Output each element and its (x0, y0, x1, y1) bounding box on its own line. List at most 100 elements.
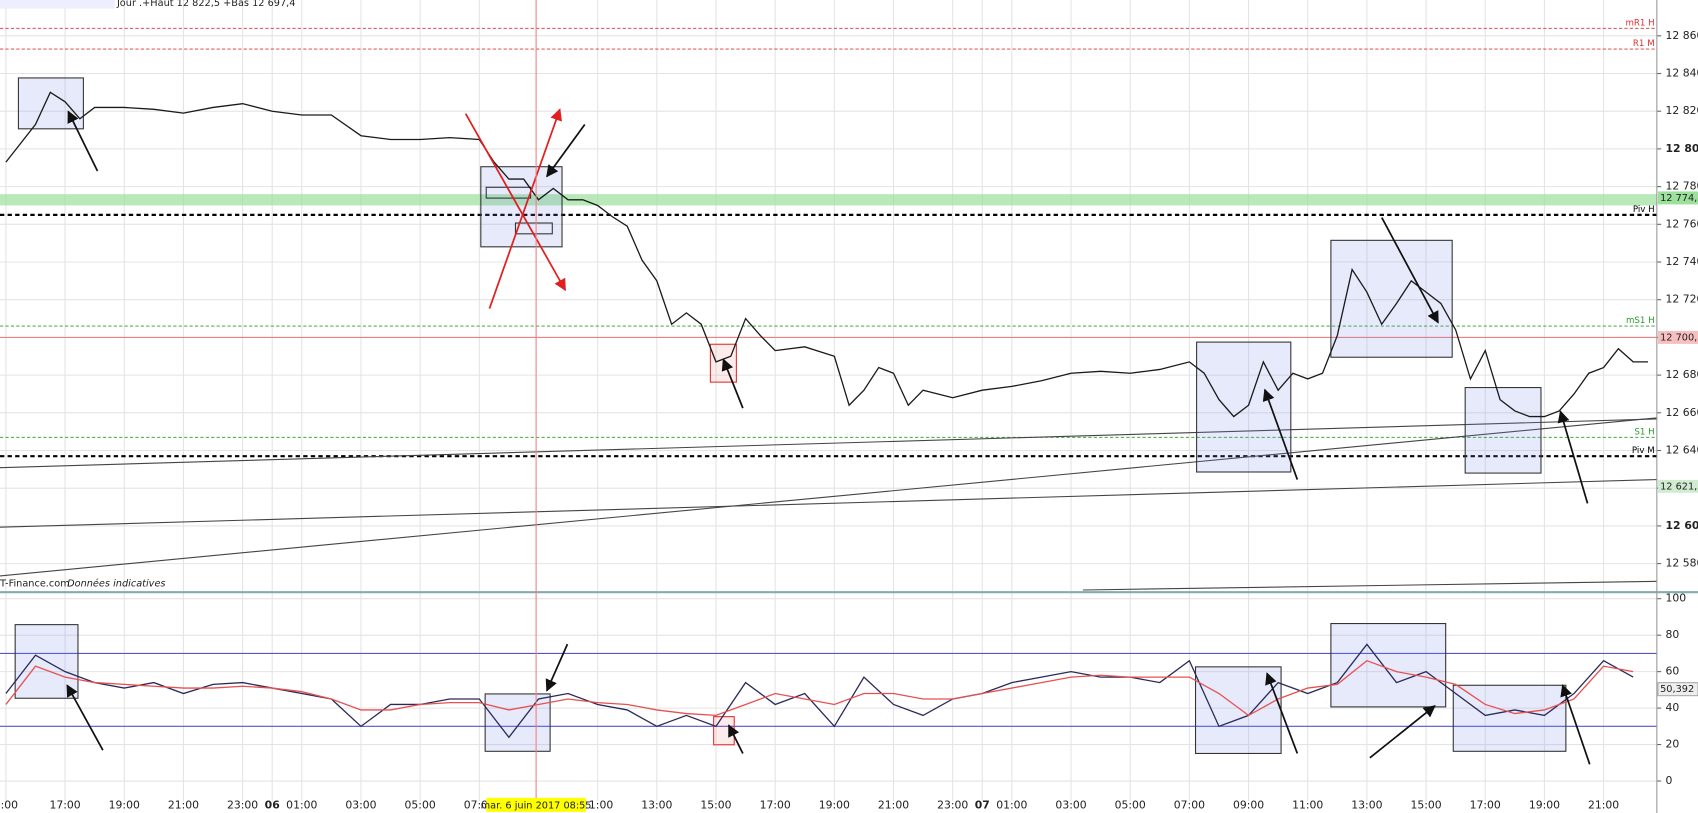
arrow (1262, 388, 1299, 480)
y-tick-label: 12 840 (1666, 67, 1698, 80)
y-tick-label: 100 (1666, 592, 1687, 605)
arrow (721, 358, 744, 409)
x-tick-label: 09:00 (1233, 798, 1264, 811)
price-badge (1657, 191, 1698, 205)
y-tick-label: 12 760 (1666, 217, 1698, 230)
x-tick-label: 19:00 (109, 798, 140, 811)
crosshair-label: mar. 6 juin 2017 08:55 (481, 800, 592, 811)
price-badge (1657, 479, 1698, 493)
level-label: S1 H (1634, 427, 1654, 437)
level-label: mR1 H (1625, 18, 1654, 28)
red-arrow (488, 108, 562, 309)
y-tick-label: 12 580 (1666, 557, 1698, 570)
x-tick-label: 17:00 (50, 798, 81, 811)
arrow (546, 123, 586, 178)
x-tick-label: 05:00 (405, 798, 436, 811)
zones (0, 27, 1657, 727)
x-tick-label: 13:00 (1351, 798, 1382, 811)
watermark: T-Finance.com (0, 578, 70, 589)
y-tick-label: 12 680 (1666, 368, 1698, 381)
box (484, 693, 551, 752)
box (1194, 666, 1282, 755)
y-tick-label: 12 800 (1666, 142, 1698, 155)
arrow (545, 643, 569, 692)
x-tick-label: 17:00 (760, 798, 791, 811)
price-badge-label: 12 700, (1660, 332, 1697, 343)
x-tick-label: 01:00 (286, 798, 317, 811)
x-tick-label: 03:00 (1055, 798, 1086, 811)
x-tick-label: 11:00 (1292, 798, 1323, 811)
x-tick-label: 07 (975, 798, 990, 811)
x-tick-label: 11:00 (582, 798, 613, 811)
y-tick-label: 12 640 (1666, 444, 1698, 457)
box (1330, 623, 1447, 708)
red-arrow (464, 113, 567, 292)
price-badge-label: 12 621, (1660, 481, 1697, 492)
x-tick-label: 17:00 (1470, 798, 1501, 811)
arrow (1557, 410, 1589, 504)
level-label: Piv H (1633, 205, 1655, 215)
y-tick-label: 20 (1666, 738, 1680, 751)
watermark-note: Données indicatives (67, 577, 165, 589)
rsi-badge-label: 50,392 (1660, 684, 1694, 695)
arrow (1381, 217, 1439, 324)
x-tick-label: 19:00 (819, 798, 850, 811)
x-tick-label: 13:00 (641, 798, 672, 811)
y-tick-label: 0 (1666, 774, 1673, 787)
x-tick-label: 03:00 (345, 798, 376, 811)
y-tick-label: 80 (1666, 628, 1680, 641)
box (1196, 341, 1292, 473)
arrow (728, 724, 744, 754)
x-tick-label: 15:00 (1410, 798, 1441, 811)
series (5, 91, 1648, 739)
level-label: mS1 H (1626, 316, 1655, 326)
box (1330, 239, 1453, 358)
box (709, 343, 737, 383)
arrow (1369, 705, 1436, 759)
header: Jour .+Haut 12 822,5 +Bas 12 697,4 (116, 0, 295, 9)
grid (0, 0, 1662, 802)
arrow (67, 110, 99, 172)
arrows (66, 108, 1591, 765)
y-tick-label: 12 600 (1666, 519, 1698, 532)
zone (0, 194, 1657, 206)
y-tick-label: 60 (1666, 665, 1680, 678)
toolbar[interactable] (0, 0, 115, 9)
arrow (66, 684, 104, 751)
rsi-badge (1657, 682, 1698, 697)
x-tick-label: 01:00 (996, 798, 1027, 811)
x-tick-label: 21:00 (168, 798, 199, 811)
arrow (1560, 684, 1591, 765)
y-tick-label: 12 660 (1666, 406, 1698, 419)
trendlines (0, 417, 1657, 591)
y-tick-label: 12 720 (1666, 293, 1698, 306)
y-tick-label: 12 780 (1666, 180, 1698, 193)
level-label: R1 M (1633, 39, 1655, 49)
box (1452, 684, 1567, 752)
trendline (0, 417, 1657, 577)
price-line (5, 659, 1634, 717)
trendline (0, 418, 1657, 469)
x-tick-label: 23:00 (227, 798, 258, 811)
x-tick-label: 23:00 (937, 798, 968, 811)
y-tick-label: 12 860 (1666, 29, 1698, 42)
arrow (1265, 672, 1299, 754)
price-badge (1657, 330, 1698, 344)
x-tick-label: 5:00 (0, 798, 18, 811)
y-tick-label: 40 (1666, 701, 1680, 714)
y-tick-label: 12 820 (1666, 104, 1698, 117)
x-tick-label: 06 (265, 798, 280, 811)
crosshair-badge (486, 797, 586, 812)
x-tick-label: 21:00 (1588, 798, 1619, 811)
x-tick-label: 15:00 (700, 798, 731, 811)
x-tick-label: 21:00 (878, 798, 909, 811)
y-tick-label: 12 740 (1666, 255, 1698, 268)
price-badge-label: 12 774, (1660, 193, 1697, 204)
x-tick-label: 05:00 (1115, 798, 1146, 811)
trendline (0, 479, 1657, 528)
price-line (5, 91, 1648, 418)
box (1464, 387, 1542, 474)
